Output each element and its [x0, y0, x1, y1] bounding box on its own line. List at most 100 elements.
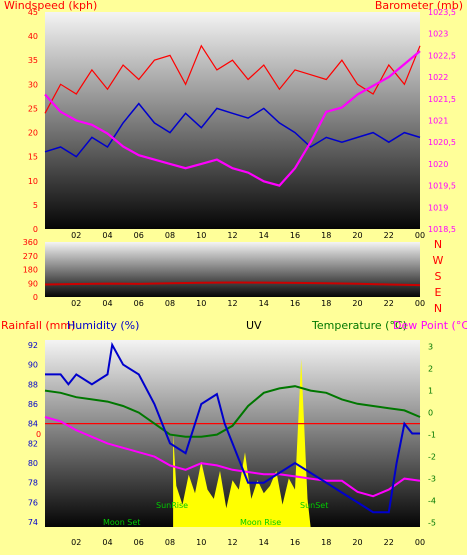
x-tick-08: 08 — [165, 538, 175, 547]
compass-label-0: N — [434, 238, 442, 251]
time-tick-labels: 02 04 06 08 10 12 14 16 18 20 22 00 — [71, 231, 425, 240]
windspeed-tick-0: 0 — [33, 225, 38, 234]
barometer-tick-7: 1022 — [428, 73, 448, 82]
compass-label-4: N — [434, 302, 442, 315]
direction-tick-180: 180 — [23, 266, 38, 275]
x-tick-00: 00 — [415, 231, 425, 240]
x-tick-04: 04 — [102, 231, 112, 240]
x-tick-10: 10 — [196, 231, 206, 240]
temperature-tick-labels: -5 -4 -3 -2 -1 0 1 2 3 — [428, 343, 436, 528]
wind-barometer-chart: Windspeed (kph) Barometer (mb) 0 5 10 15 20 2… — [4, 0, 463, 240]
temperature-tick--2: -2 — [428, 453, 436, 462]
humidity-line — [45, 341, 420, 514]
windspeed-tick-15: 15 — [28, 153, 38, 162]
temperature-tick-3: 3 — [428, 343, 433, 352]
barometer-tick-9: 1023 — [428, 30, 448, 39]
rain-zero-label: 0 — [36, 430, 41, 439]
dewpoint-line — [44, 416, 421, 498]
humidity-axis-label: Humidity (%) — [67, 319, 139, 332]
windspeed-tick-30: 30 — [28, 80, 38, 89]
temperature-tick--1: -1 — [428, 431, 436, 440]
barometer-tick-8: 1022,5 — [428, 51, 456, 60]
windspeed-tick-40: 40 — [28, 32, 38, 41]
humidity-tick-78: 78 — [28, 479, 38, 488]
windspeed-tick-35: 35 — [28, 56, 38, 65]
moon-set-annotation: Moon Set — [103, 518, 140, 527]
x-tick-20: 20 — [352, 299, 362, 308]
x-tick-08: 08 — [165, 231, 175, 240]
x-tick-22: 22 — [384, 231, 394, 240]
humidity-tick-90: 90 — [28, 361, 38, 370]
direction-tick-270: 270 — [23, 252, 38, 261]
temperature-tick-1: 1 — [428, 387, 433, 396]
x-tick-12: 12 — [227, 231, 237, 240]
rainfall-axis-label: Rainfall (mm) — [1, 319, 75, 332]
temperature-axis-label: Temperature (°C) — [311, 319, 407, 332]
x-tick-02: 02 — [71, 299, 81, 308]
barometer-tick-10: 1023,5 — [428, 8, 456, 17]
temperature-tick--5: -5 — [428, 519, 436, 528]
windspeed-tick-25: 25 — [28, 104, 38, 113]
barometer-tick-3: 1020 — [428, 160, 448, 169]
humidity-tick-76: 76 — [28, 498, 38, 507]
barometer-tick-0: 1018,5 — [428, 225, 456, 234]
x-tick-18: 18 — [321, 538, 331, 547]
direction-time-tick-labels: 02 04 06 08 10 12 14 16 18 20 22 00 — [71, 299, 425, 308]
x-tick-18: 18 — [321, 231, 331, 240]
temperature-tick--3: -3 — [428, 475, 436, 484]
wind-direction-line — [44, 281, 421, 287]
x-tick-20: 20 — [352, 231, 362, 240]
x-tick-06: 06 — [134, 299, 144, 308]
barometer-tick-6: 1021,5 — [428, 95, 456, 104]
windspeed-tick-10: 10 — [28, 177, 38, 186]
direction-plot-area — [45, 242, 420, 297]
humidity-tick-82: 82 — [28, 439, 38, 448]
x-tick-04: 04 — [102, 299, 112, 308]
direction-tick-90: 90 — [28, 279, 38, 288]
x-tick-14: 14 — [259, 538, 269, 547]
humidity-time-tick-labels: 02 04 06 08 10 12 14 16 18 20 22 00 — [71, 538, 425, 547]
uv-series — [173, 358, 311, 527]
humidity-tick-labels: 74 76 78 80 82 84 86 88 90 92 — [28, 341, 38, 527]
compass-label-3: E — [435, 286, 442, 299]
dewpoint-axis-label: Dew Point (°C) — [393, 319, 467, 332]
x-tick-10: 10 — [196, 299, 206, 308]
humidity-temperature-chart: Rainfall (mm) Humidity (%) UV Temperatur… — [1, 319, 467, 547]
direction-tick-360: 360 — [23, 238, 38, 247]
barometer-tick-1: 1019 — [428, 203, 448, 212]
barometer-axis-label: Barometer (mb) — [375, 0, 463, 12]
x-tick-04: 04 — [102, 538, 112, 547]
humidity-tick-80: 80 — [28, 459, 38, 468]
moon-rise-annotation: Moon Rise — [240, 518, 281, 527]
x-tick-16: 16 — [290, 538, 300, 547]
x-tick-10: 10 — [196, 538, 206, 547]
wind-plot-area — [45, 12, 420, 229]
x-tick-02: 02 — [71, 231, 81, 240]
temperature-tick-2: 2 — [428, 365, 433, 374]
uv-axis-label: UV — [246, 319, 262, 332]
wind-series — [44, 44, 421, 187]
windspeed-axis-label: Windspeed (kph) — [4, 0, 97, 12]
direction-tick-0: 0 — [33, 293, 38, 302]
x-tick-22: 22 — [384, 299, 394, 308]
x-tick-12: 12 — [227, 538, 237, 547]
humidity-tick-92: 92 — [28, 341, 38, 350]
barometer-tick-2: 1019,5 — [428, 182, 456, 191]
barometer-line — [44, 50, 421, 187]
compass-label-2: S — [435, 270, 442, 283]
sun-set-annotation: SunSet — [300, 501, 328, 510]
wind-average-line — [44, 102, 421, 158]
barometer-tick-labels: 1018,5 1019 1019,5 1020 1020,5 1021 1021,5 1022… — [428, 8, 456, 234]
x-tick-18: 18 — [321, 299, 331, 308]
x-tick-08: 08 — [165, 299, 175, 308]
x-tick-16: 16 — [290, 231, 300, 240]
windspeed-tick-5: 5 — [33, 201, 38, 210]
x-tick-12: 12 — [227, 299, 237, 308]
direction-tick-labels: 0 90 180 270 360 — [23, 238, 38, 302]
x-tick-06: 06 — [134, 538, 144, 547]
temperature-tick-0: 0 — [428, 409, 433, 418]
compass-label-1: W — [433, 254, 444, 267]
temperature-tick--4: -4 — [428, 497, 436, 506]
